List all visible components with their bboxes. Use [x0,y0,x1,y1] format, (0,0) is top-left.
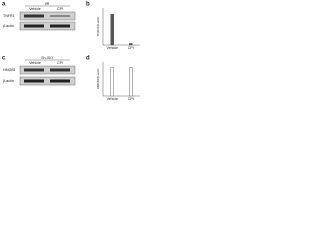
blot-label: HMGB1 [3,68,16,72]
band [50,15,70,17]
blot-label: β-actin [3,24,14,28]
band [50,68,70,72]
y-axis-label: TNFR1/β-actin [96,16,100,36]
lane-label: Vehicle [29,7,41,11]
condition: I/R [45,2,50,6]
bar [129,67,133,97]
blot [19,76,76,86]
band [24,24,44,28]
bar [110,13,114,46]
condition: Sh-ISO [41,56,53,60]
blot-label: TNFR1 [3,14,15,18]
x-tick-label: CPI [128,46,134,50]
blot [19,65,76,75]
x-tick-label: Vehicle [106,46,118,50]
panel-label: b [86,2,90,8]
x-tick-label: CPI [128,97,134,101]
blot-label: β-actin [3,79,14,83]
band [24,68,44,72]
bar [129,43,133,46]
figure: a I/R Vehicle CPI TNFR1 β-actin c Sh-ISO… [2,2,140,101]
panel-label: d [86,56,90,62]
x-tick-label: Vehicle [106,97,118,101]
panel-label: c [2,56,6,62]
lane-label: CPI [57,7,63,11]
panel-label: a [2,2,6,8]
band [24,14,44,18]
band [50,24,70,28]
bar [110,67,114,97]
band [24,79,44,83]
band [50,79,70,83]
blot [19,21,76,31]
blot [19,11,76,21]
lane-label: Vehicle [29,61,41,65]
y-axis-label: HMGB1/β-actin [96,68,100,89]
page: {"panels": [ {"label": "a", "condition":… [0,0,150,104]
lane-label: CPI [57,61,63,65]
